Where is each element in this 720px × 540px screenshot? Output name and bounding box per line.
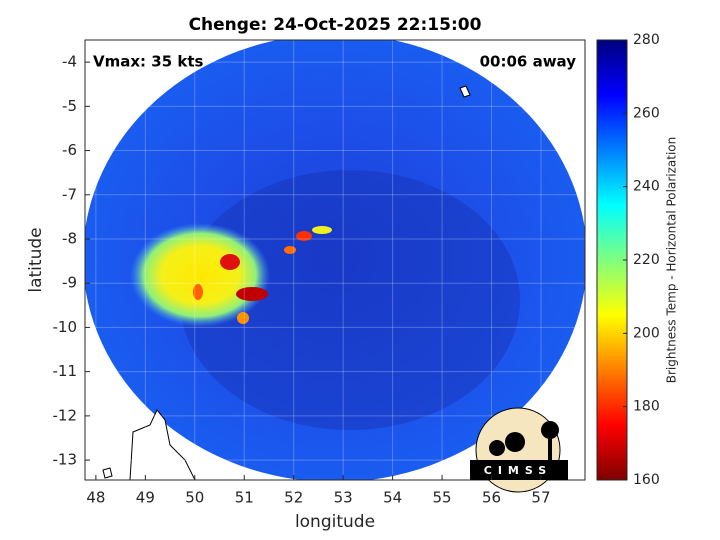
y-tick-label: -10: [53, 318, 78, 336]
y-axis-label: latitude: [26, 227, 46, 292]
plot-frame: [84, 39, 586, 481]
y-tick-label: -12: [53, 406, 78, 424]
colorbar-tick-label: 280: [633, 32, 660, 48]
y-tick-label: -11: [53, 362, 78, 380]
x-axis-label: longitude: [295, 512, 375, 532]
colorbar-tick-label: 220: [633, 252, 660, 268]
x-tick-label: 51: [235, 489, 254, 507]
y-tick-label: -9: [62, 274, 77, 292]
colorbar-tick-label: 180: [633, 399, 660, 415]
y-tick-label: -8: [62, 229, 77, 247]
colorbar-tick-label: 260: [633, 105, 660, 121]
colorbar-label: Brightness Temp - Horizontal Polarizatio…: [665, 137, 679, 384]
y-tick-label: -13: [53, 451, 78, 469]
colorbar-tick-label: 160: [633, 472, 660, 488]
y-tick-label: -7: [62, 185, 77, 203]
x-tick-label: 49: [136, 489, 155, 507]
x-tick-label: 53: [334, 489, 353, 507]
x-tick-label: 55: [433, 489, 452, 507]
x-tick-label: 52: [284, 489, 303, 507]
swath: [85, 40, 585, 480]
x-tick-label: 48: [86, 489, 105, 507]
y-tick-label: -5: [62, 97, 77, 115]
y-tick-label: -6: [62, 141, 77, 159]
y-tick-label: -4: [62, 53, 77, 71]
x-tick-label: 50: [185, 489, 204, 507]
colorbar-tick-label: 200: [633, 325, 660, 341]
annotation: 00:06 away: [480, 53, 577, 71]
colorbar-tick-label: 240: [633, 179, 660, 195]
colorbar: [596, 39, 628, 481]
logo: CIMSS: [470, 407, 568, 493]
x-tick-label: 54: [383, 489, 402, 507]
x-tick-label: 56: [482, 489, 501, 507]
logo-text: CIMSS: [484, 464, 552, 477]
x-tick-label: 57: [531, 489, 550, 507]
annotation: Vmax: 35 kts: [93, 53, 203, 71]
chart-title: Chenge: 24-Oct-2025 22:15:00: [189, 15, 482, 35]
